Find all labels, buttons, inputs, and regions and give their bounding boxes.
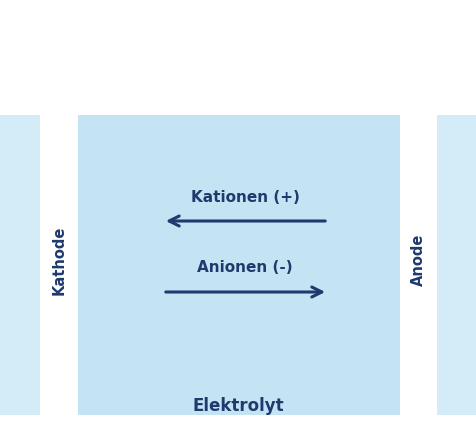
Bar [78, 115, 399, 415]
Text: Kationen (+): Kationen (+) [190, 190, 299, 205]
Text: Anionen (-): Anionen (-) [197, 260, 292, 275]
Text: Elektrolyt: Elektrolyt [192, 397, 283, 415]
Bar [399, 115, 436, 415]
Bar [40, 115, 78, 415]
Text: Anode: Anode [410, 234, 425, 286]
Bar [0, 115, 476, 415]
Text: Kathode: Kathode [51, 225, 66, 295]
